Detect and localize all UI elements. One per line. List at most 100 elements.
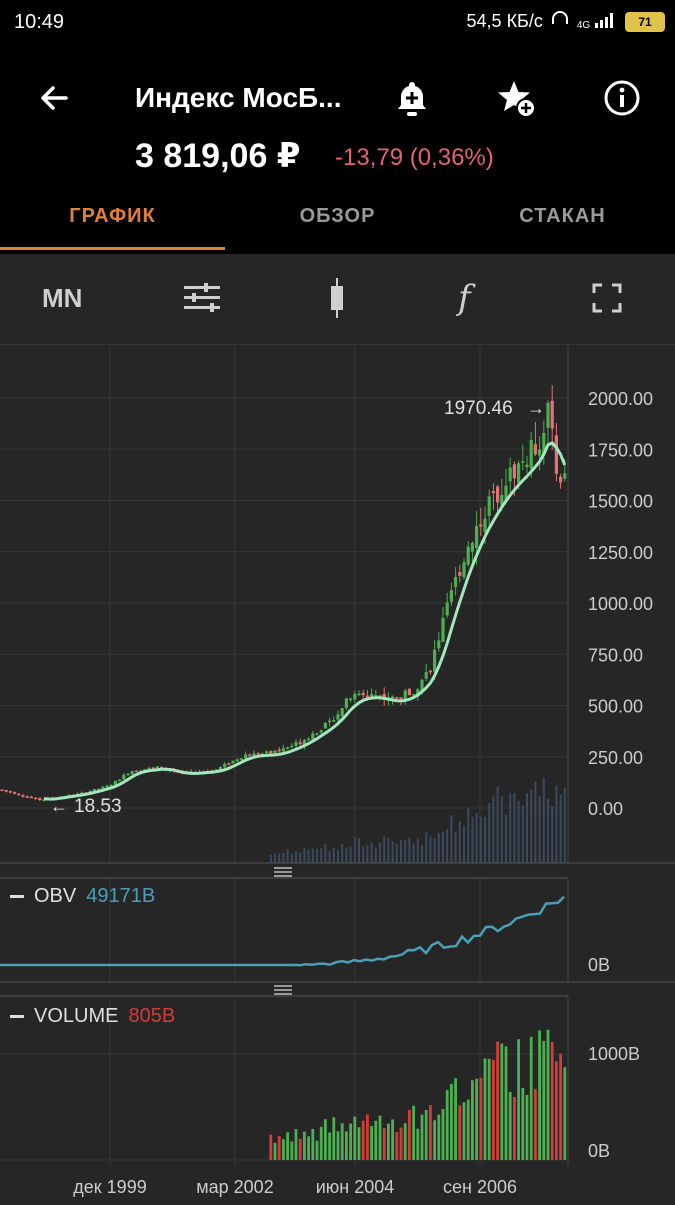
- header: Индекс МосБ... 3 819,06 ₽ -13,79 (0,36%)…: [0, 44, 675, 254]
- volume-bar: [277, 1135, 281, 1160]
- candlestick-type-icon[interactable]: [328, 276, 346, 320]
- volume-bar: [429, 1105, 432, 1160]
- volume-overlay-bar: [450, 815, 453, 863]
- candle-body: [218, 766, 222, 770]
- volume-bar: [487, 1058, 491, 1160]
- volume-overlay-bar: [437, 832, 440, 863]
- info-icon[interactable]: [602, 78, 642, 118]
- volume-overlay-bar: [559, 794, 562, 863]
- add-alert-bell-icon[interactable]: [392, 78, 432, 118]
- y-tick-label: 500.00: [588, 697, 643, 717]
- back-arrow-icon[interactable]: [36, 80, 72, 116]
- volume-bar: [462, 1102, 466, 1160]
- candle-body: [441, 618, 445, 642]
- status-bar: 10:49 54,5 КБ/с 4G 71: [0, 0, 675, 44]
- candle-body: [105, 785, 109, 788]
- volume-overlay-bar: [337, 849, 339, 863]
- candle-body: [542, 432, 546, 455]
- candle-body: [370, 693, 374, 698]
- volume-overlay-bar: [446, 828, 449, 863]
- candle-body: [273, 750, 277, 754]
- volume-bar: [336, 1131, 340, 1160]
- candle-body: [277, 749, 281, 752]
- candle-body: [223, 763, 227, 768]
- candle-body: [403, 690, 407, 700]
- candle-body: [294, 742, 298, 746]
- candle-body: [412, 693, 416, 696]
- candle-body: [437, 640, 441, 649]
- volume-overlay-bar: [387, 837, 390, 863]
- volume-overlay-bar: [379, 842, 381, 863]
- candle-body: [353, 693, 357, 700]
- drag-handle-icon[interactable]: [274, 985, 292, 995]
- price-chart[interactable]: 2000.00 1750.00 1500.00 1250.00 1000.00 750.0…: [0, 345, 675, 1200]
- volume-bar: [496, 1041, 499, 1160]
- candle-body: [17, 793, 21, 796]
- chart-area[interactable]: 2000.00 1750.00 1500.00 1250.00 1000.00 750.0…: [0, 345, 675, 1200]
- period-selector[interactable]: MN: [42, 282, 83, 313]
- volume-bar: [483, 1058, 487, 1160]
- volume-bar: [424, 1109, 428, 1160]
- volume-bar: [298, 1138, 302, 1160]
- volume-overlay-bar: [320, 848, 323, 863]
- candle-body: [554, 435, 558, 474]
- candle-body: [407, 688, 411, 696]
- volume-overlay-bar: [500, 796, 503, 863]
- candle-body: [374, 695, 378, 697]
- volume-overlay-bar: [530, 789, 533, 863]
- candle-body: [21, 795, 25, 797]
- fullscreen-icon[interactable]: [592, 276, 622, 320]
- tab-overview[interactable]: ОБЗОР: [299, 205, 376, 227]
- candle-body: [491, 491, 495, 494]
- x-tick-label: мар 2002: [196, 1177, 273, 1197]
- volume-bar: [458, 1105, 462, 1160]
- candle-body: [475, 525, 479, 548]
- tab-chart[interactable]: ГРАФИК: [0, 194, 225, 254]
- volume-overlay-bar: [551, 806, 554, 863]
- candle-body: [290, 745, 294, 748]
- add-favorite-star-icon[interactable]: [496, 78, 536, 118]
- candle-body: [130, 771, 134, 775]
- volume-overlay-bar: [429, 836, 432, 863]
- volume-overlay-bar: [467, 808, 470, 863]
- volume-bar: [290, 1141, 294, 1160]
- candle-body: [458, 572, 462, 576]
- volume-overlay-bar: [521, 805, 524, 863]
- candle-body: [323, 722, 327, 729]
- candlesticks: [0, 385, 567, 802]
- volume-bar: [324, 1119, 327, 1160]
- volume-overlay-bar: [328, 851, 331, 863]
- drag-handle-icon[interactable]: [274, 867, 292, 877]
- volume-overlay-bar: [362, 846, 365, 863]
- volume-bar: [559, 1053, 562, 1160]
- candle-body: [143, 769, 147, 771]
- candle-body: [80, 792, 84, 795]
- volume-overlay-bar: [295, 851, 297, 863]
- candle-body: [147, 767, 151, 770]
- volume-overlay-bar: [353, 837, 356, 863]
- tab-order-book[interactable]: СТАКАН: [519, 205, 606, 227]
- volume-bar: [500, 1043, 504, 1160]
- volume-bar: [433, 1120, 436, 1160]
- volume-overlay-bar: [492, 796, 495, 863]
- volume-bar: [445, 1089, 449, 1160]
- volume-bar: [357, 1127, 361, 1160]
- network-type: 4G: [576, 20, 591, 31]
- volume-overlay-bar: [517, 800, 520, 863]
- volume-bar: [508, 1091, 512, 1160]
- settings-sliders-icon[interactable]: [182, 276, 222, 320]
- candle-body: [315, 732, 319, 735]
- candle-body: [256, 753, 260, 755]
- volume-overlay-bar: [370, 842, 373, 863]
- volume-overlay-bar: [307, 849, 310, 863]
- volume-overlay-bar: [290, 854, 293, 863]
- volume-overlay-bar: [400, 840, 402, 863]
- volume-bar: [521, 1087, 525, 1160]
- volume-overlay-bar: [475, 813, 478, 863]
- indicators-function-icon[interactable]: f: [458, 278, 471, 318]
- current-price: 3 819,06 ₽: [135, 137, 301, 175]
- candle-body: [13, 792, 17, 794]
- candle-body: [525, 464, 529, 468]
- volume-bar: [315, 1140, 319, 1160]
- volume-bar: [542, 1040, 546, 1160]
